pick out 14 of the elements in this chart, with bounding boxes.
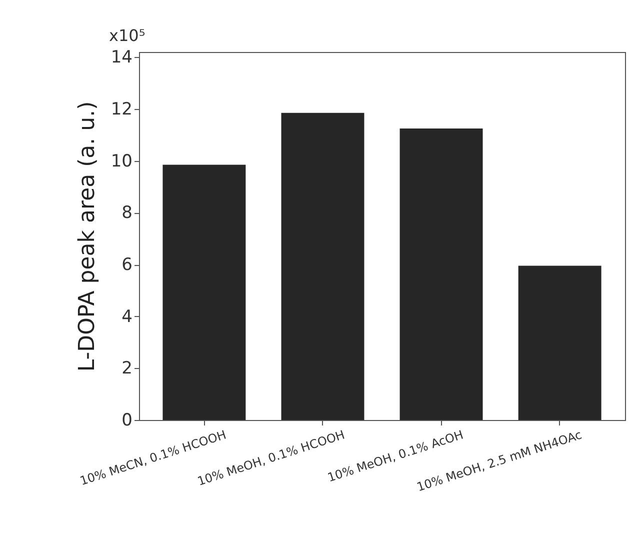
y-tick-label: 8 [122, 203, 132, 224]
bar [281, 112, 364, 420]
y-tick-label: 10 [110, 151, 132, 172]
text: x10⁵ [109, 26, 146, 45]
y-tick-label: 14 [110, 48, 132, 68]
y-axis-title: L-DOPA peak area (a. u.) [74, 101, 100, 372]
y-tick-label: 6 [122, 255, 132, 276]
bar [518, 266, 602, 420]
y-tick-label: 12 [110, 100, 132, 120]
bar [162, 164, 246, 420]
y-tick-label: 2 [122, 358, 132, 379]
y-tick-label: 4 [122, 306, 132, 327]
y-tick-label: 0 [122, 410, 132, 430]
bar [400, 128, 483, 420]
